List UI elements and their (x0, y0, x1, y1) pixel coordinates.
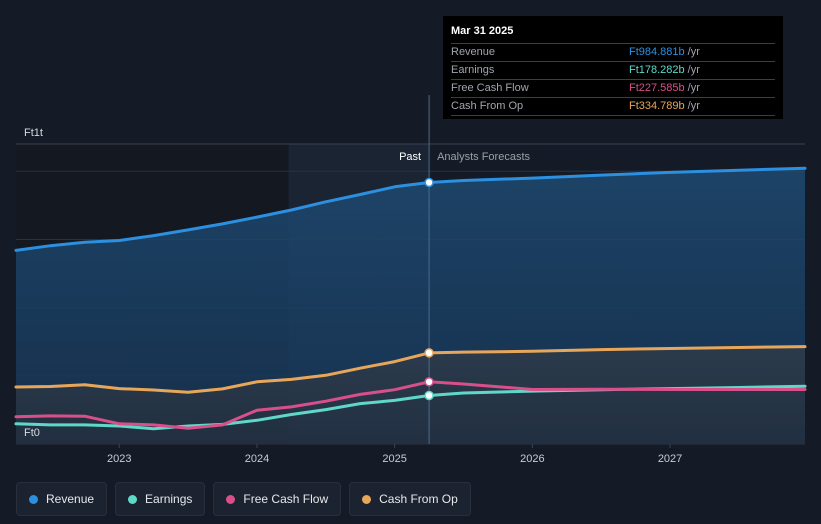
tooltip-label: Earnings (451, 64, 495, 76)
x-tick-label: 2025 (382, 453, 406, 465)
legend-label: Cash From Op (379, 492, 458, 506)
legend-dot-icon (128, 494, 138, 504)
legend-item-earnings[interactable]: Earnings (115, 482, 206, 516)
tooltip-unit: /yr (687, 100, 700, 112)
legend-label: Free Cash Flow (243, 492, 329, 506)
marker-revenue (424, 177, 434, 188)
legend: Revenue Earnings Free Cash Flow Cash Fro… (16, 482, 471, 516)
past-label: Past (399, 151, 421, 163)
x-tick-label: 2024 (245, 453, 269, 465)
legend-label: Revenue (46, 492, 95, 506)
tooltip-value: Ft334.789b (629, 100, 685, 112)
tooltip-row-revenue: Revenue Ft984.881b /yr (451, 44, 775, 62)
y-axis-label-bottom: Ft0 (24, 427, 40, 439)
hover-tooltip: Mar 31 2025 Revenue Ft984.881b /yr Earni… (443, 16, 783, 119)
tooltip-value: Ft984.881b (629, 46, 685, 58)
legend-label: Earnings (145, 492, 193, 506)
tooltip-row-earnings: Earnings Ft178.282b /yr (451, 62, 775, 80)
legend-item-free-cash-flow[interactable]: Free Cash Flow (213, 482, 342, 516)
marker-cash-from-op (424, 348, 434, 358)
y-axis-label-top: Ft1t (24, 127, 43, 139)
series-line-revenue (14, 166, 807, 252)
marker-earnings (424, 390, 434, 401)
x-tick-label: 2027 (658, 453, 682, 465)
tooltip-unit: /yr (687, 64, 700, 76)
tooltip-label: Free Cash Flow (451, 82, 529, 94)
cash-from-op-area (16, 346, 805, 444)
tooltip-date: Mar 31 2025 (451, 24, 775, 44)
tooltip-row-cash-from-op: Cash From Op Ft334.789b /yr (451, 98, 775, 116)
tooltip-value: Ft227.585b (629, 82, 685, 94)
tooltip-unit: /yr (687, 46, 700, 58)
legend-item-revenue[interactable]: Revenue (16, 482, 108, 516)
series-line-cash-from-op (14, 345, 807, 394)
marker-free-cash-flow (424, 377, 434, 387)
x-tick-label: 2023 (107, 453, 131, 465)
tooltip-label: Revenue (451, 46, 496, 58)
tooltip-row-free-cash-flow: Free Cash Flow Ft227.585b /yr (451, 80, 775, 98)
series-line-free-cash-flow (14, 380, 807, 430)
legend-dot-icon (226, 494, 236, 504)
forecast-label: Analysts Forecasts (437, 151, 530, 163)
tooltip-value: Ft178.282b (629, 64, 685, 76)
legend-dot-icon (29, 494, 38, 504)
tooltip-label: Cash From Op (451, 100, 524, 112)
legend-item-cash-from-op[interactable]: Cash From Op (349, 482, 471, 516)
tooltip-unit: /yr (687, 82, 700, 94)
x-tick-label: 2026 (520, 453, 544, 465)
legend-dot-icon (362, 494, 372, 504)
